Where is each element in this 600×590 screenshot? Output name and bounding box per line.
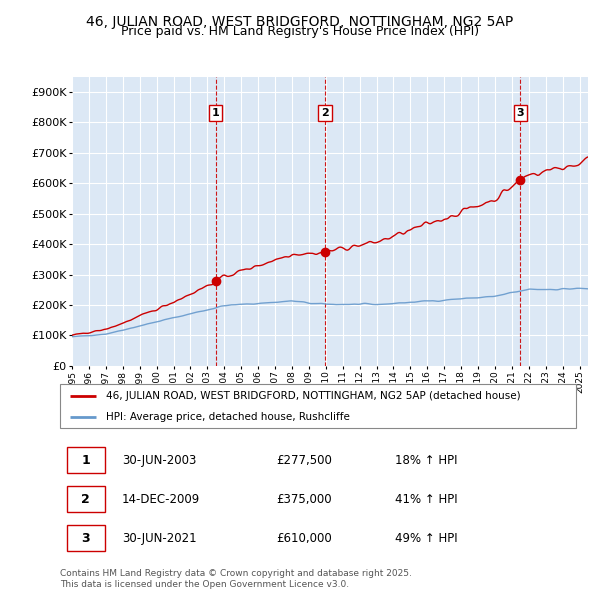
Text: 30-JUN-2021: 30-JUN-2021 bbox=[122, 532, 197, 545]
Text: 18% ↑ HPI: 18% ↑ HPI bbox=[395, 454, 458, 467]
Text: 49% ↑ HPI: 49% ↑ HPI bbox=[395, 532, 458, 545]
Text: 1: 1 bbox=[212, 108, 220, 118]
Text: 3: 3 bbox=[82, 532, 90, 545]
Bar bbox=[67, 447, 106, 473]
Text: £277,500: £277,500 bbox=[277, 454, 332, 467]
Text: 2: 2 bbox=[82, 493, 90, 506]
Text: 3: 3 bbox=[517, 108, 524, 118]
Text: £610,000: £610,000 bbox=[277, 532, 332, 545]
Text: Contains HM Land Registry data © Crown copyright and database right 2025.
This d: Contains HM Land Registry data © Crown c… bbox=[60, 569, 412, 589]
Text: 30-JUN-2003: 30-JUN-2003 bbox=[122, 454, 196, 467]
Text: £375,000: £375,000 bbox=[277, 493, 332, 506]
Text: 1: 1 bbox=[82, 454, 90, 467]
Text: Price paid vs. HM Land Registry's House Price Index (HPI): Price paid vs. HM Land Registry's House … bbox=[121, 25, 479, 38]
Text: 46, JULIAN ROAD, WEST BRIDGFORD, NOTTINGHAM, NG2 5AP (detached house): 46, JULIAN ROAD, WEST BRIDGFORD, NOTTING… bbox=[106, 391, 521, 401]
Text: 46, JULIAN ROAD, WEST BRIDGFORD, NOTTINGHAM, NG2 5AP: 46, JULIAN ROAD, WEST BRIDGFORD, NOTTING… bbox=[86, 15, 514, 29]
Bar bbox=[67, 486, 106, 512]
Bar bbox=[67, 525, 106, 551]
Text: 2: 2 bbox=[321, 108, 329, 118]
Text: HPI: Average price, detached house, Rushcliffe: HPI: Average price, detached house, Rush… bbox=[106, 412, 350, 422]
Text: 41% ↑ HPI: 41% ↑ HPI bbox=[395, 493, 458, 506]
Text: 14-DEC-2009: 14-DEC-2009 bbox=[122, 493, 200, 506]
